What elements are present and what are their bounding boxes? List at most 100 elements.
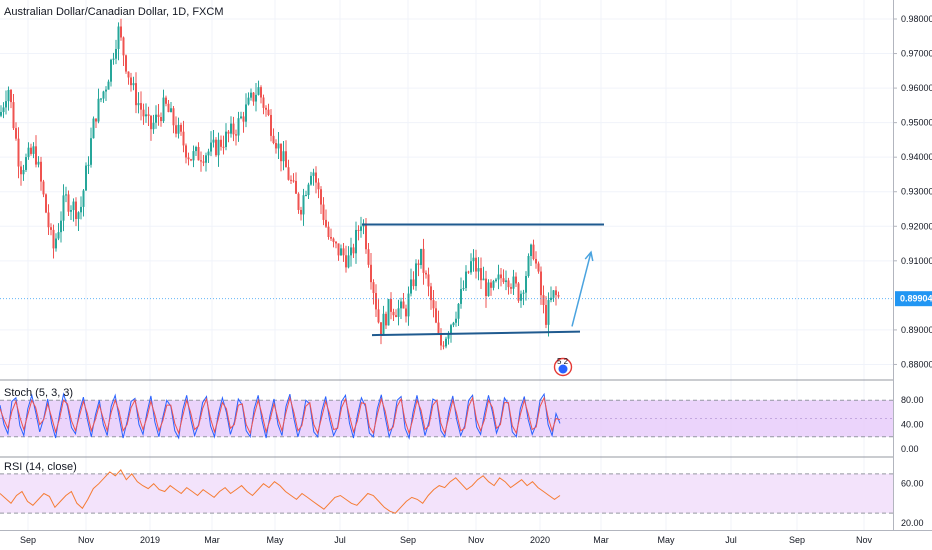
candle-body [482, 278, 485, 281]
time-tick-label: Jul [334, 535, 346, 545]
candle-body [195, 147, 197, 152]
candle-body [212, 139, 215, 143]
candle-body [557, 295, 560, 297]
candle-body [405, 308, 407, 317]
candle-body [145, 114, 147, 117]
rsi-band [0, 473, 893, 514]
candle-body [77, 212, 80, 219]
candle-body [470, 261, 472, 273]
price-tick-label: 0.94000 [901, 152, 932, 162]
candle-body [385, 313, 387, 326]
candle-body [120, 26, 122, 38]
support-line[interactable] [371, 330, 581, 337]
candle-body [177, 124, 180, 134]
candle-body [530, 244, 532, 256]
candle-body [42, 181, 45, 195]
last-price-badge: 0.89904 [895, 291, 932, 307]
candle-body [297, 193, 300, 210]
stoch-title: Stoch (5, 3, 3) [4, 387, 73, 399]
candle-body [322, 204, 325, 220]
candle-body [65, 194, 67, 196]
candle-body [160, 117, 162, 122]
stoch-line-d [0, 395, 561, 435]
candle-body [300, 209, 302, 215]
candle-body [325, 219, 327, 227]
candle-body [480, 268, 482, 281]
candle-body [307, 184, 310, 196]
candle-body [367, 249, 370, 265]
candle-body [12, 102, 15, 129]
candle-body [365, 223, 367, 250]
candle-body [250, 92, 252, 98]
candle-body [170, 108, 172, 113]
price-axis[interactable]: 0.98000 0.97000 0.96000 0.95000 0.94000 0.930… [893, 14, 932, 528]
candle-body [527, 255, 530, 277]
candle-body [67, 194, 70, 212]
candle-body [417, 263, 420, 265]
price-tick-label: 0.97000 [901, 49, 932, 59]
candle-body [440, 333, 442, 346]
candle-body [202, 161, 205, 163]
candle-body [487, 282, 490, 297]
candle-body [315, 172, 317, 183]
candle-body [515, 276, 517, 284]
idea-badge[interactable]: 5 2 [553, 357, 573, 377]
candle-body [540, 271, 542, 296]
candle-body [342, 248, 345, 256]
time-axis[interactable]: Sep Nov 2019 Mar May Jul Sep Nov 2020 Mar May Jul Se… [20, 535, 873, 545]
candle-body [52, 229, 55, 249]
candle-body [162, 97, 165, 122]
candle-body [492, 281, 495, 288]
candlestick-series [0, 18, 560, 351]
candle-body [80, 206, 82, 213]
candle-body [280, 143, 282, 162]
time-tick-label: Mar [593, 535, 609, 545]
candle-body [302, 195, 305, 215]
candle-body [547, 300, 550, 325]
candle-body [255, 94, 257, 102]
candle-body [60, 220, 62, 233]
chart-title: Australian Dollar/Canadian Dollar, 1D, F… [4, 6, 223, 18]
candle-body [95, 118, 97, 122]
trendlines[interactable] [362, 223, 604, 337]
candle-body [390, 299, 392, 312]
candle-body [260, 87, 262, 98]
candle-body [550, 297, 552, 301]
candle-body [437, 322, 440, 334]
time-tick-label: May [266, 535, 284, 545]
candle-body [2, 107, 5, 113]
candle-body [272, 135, 275, 143]
candle-body [497, 274, 500, 280]
candle-body [460, 289, 462, 304]
candle-body [410, 279, 412, 294]
candle-body [72, 201, 75, 211]
candle-body [350, 247, 352, 256]
grid-lines [0, 0, 893, 530]
candle-body [220, 139, 222, 147]
candle-body [485, 278, 487, 297]
candle-body [137, 103, 140, 106]
candle-body [375, 293, 377, 310]
candle-body [117, 26, 120, 49]
candle-body [452, 322, 455, 326]
candle-body [200, 160, 202, 162]
candle-body [422, 248, 425, 273]
candle-body [377, 309, 380, 323]
candle-body [507, 280, 510, 288]
last-price-badge-bg [895, 291, 932, 307]
candle-body [227, 131, 230, 134]
candle-body [305, 195, 307, 197]
forecast-arrow[interactable] [571, 251, 592, 327]
candle-body [172, 108, 175, 126]
candle-body [395, 315, 397, 317]
price-tick-label: 0.95000 [901, 118, 932, 128]
rsi-line [0, 469, 561, 514]
candle-body [370, 264, 372, 283]
candle-body [502, 278, 505, 282]
candle-body [252, 92, 255, 102]
candle-body [427, 274, 430, 287]
candle-body [330, 236, 332, 239]
candle-body [35, 146, 37, 165]
candle-body [345, 255, 347, 268]
